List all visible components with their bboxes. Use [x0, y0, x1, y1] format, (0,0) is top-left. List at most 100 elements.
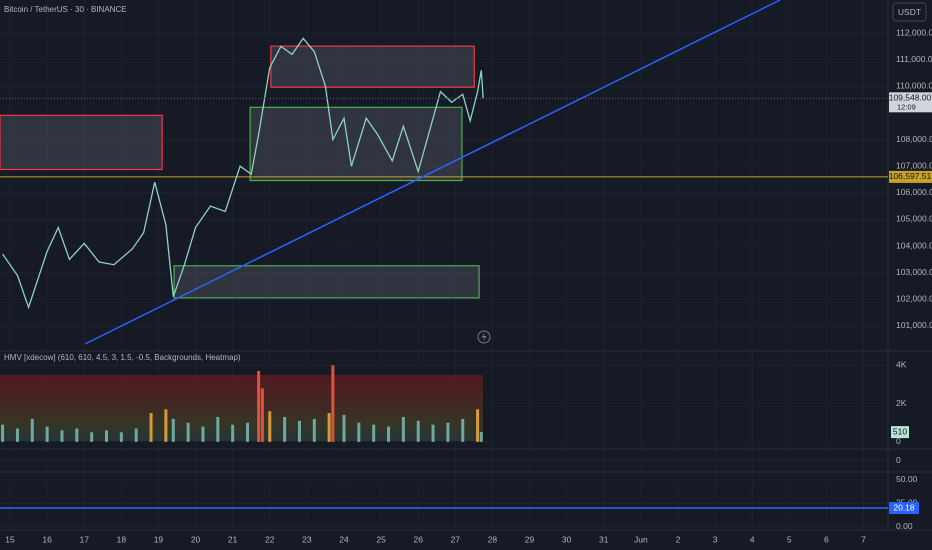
alert-icon-bolt	[481, 332, 487, 342]
volume-bar	[105, 430, 109, 442]
price-line-series	[2, 37, 484, 310]
volume-bar	[231, 424, 235, 442]
volume-bar	[15, 428, 19, 442]
x-tick-label: Jun	[634, 534, 648, 544]
last-value-label: 20.18	[893, 502, 915, 512]
volume-bar	[331, 365, 335, 442]
x-tick-label: 15	[5, 534, 15, 544]
y-tick-label: 4K	[896, 360, 907, 370]
x-tick-label: 4	[750, 534, 755, 544]
volume-bar	[1, 424, 5, 442]
y-tick-label: 108,000.00	[896, 134, 932, 144]
x-tick-label: 21	[228, 534, 238, 544]
last-value-tag	[889, 502, 919, 515]
volume-bar	[60, 430, 64, 442]
price-line-label: 106,597.51	[889, 171, 932, 181]
x-tick-label: 3	[713, 534, 718, 544]
x-tick-label: 25	[376, 534, 386, 544]
x-tick-label: 31	[599, 534, 609, 544]
volume-bar	[431, 424, 435, 442]
y-tick-label: 110,000.00	[896, 81, 932, 91]
last-value-tag	[891, 426, 909, 439]
y-tick-label: 0	[896, 455, 901, 465]
unit-button[interactable]	[892, 2, 927, 22]
volume-bar	[401, 416, 405, 442]
x-tick-label: 18	[117, 534, 127, 544]
volume-bar	[387, 426, 391, 442]
countdown-label: 12:09	[897, 102, 916, 111]
y-tick-label: 105,000.00	[896, 214, 932, 224]
x-tick-label: 29	[525, 534, 535, 544]
volume-bar	[297, 420, 301, 442]
last-price-tag	[889, 92, 932, 113]
volume-bar	[75, 428, 79, 442]
volume-bar	[327, 413, 331, 442]
heatmap-background	[0, 375, 483, 441]
volume-bar	[45, 426, 49, 442]
volume-bar	[283, 416, 287, 442]
unit-label[interactable]: USDT	[898, 7, 921, 17]
y-tick-label: 112,000.00	[896, 27, 932, 37]
zone-box	[0, 114, 163, 171]
x-tick-label: 26	[413, 534, 423, 544]
last-value-label: 510	[893, 426, 907, 436]
volume-bar	[416, 420, 420, 442]
volume-bar	[246, 422, 250, 442]
indicator-title: HMV [xdecow] (610, 610, 4.5, 3, 1.5, -0.…	[4, 353, 241, 362]
x-tick-label: 19	[154, 534, 164, 544]
zone-box	[270, 45, 475, 88]
x-tick-label: 2	[676, 534, 681, 544]
x-tick-label: 28	[488, 534, 498, 544]
x-tick-label: 22	[265, 534, 275, 544]
y-tick-label: 0	[896, 436, 901, 446]
x-tick-label: 20	[191, 534, 201, 544]
y-tick-label: 111,000.00	[896, 54, 932, 64]
y-tick-label: 101,000.00	[896, 320, 932, 330]
x-tick-label: 17	[80, 534, 90, 544]
volume-bar	[171, 418, 175, 442]
volume-bar	[257, 371, 261, 442]
y-tick-label: 103,000.00	[896, 267, 932, 277]
volume-bar	[201, 426, 205, 442]
y-tick-label: 106,000.00	[896, 187, 932, 197]
volume-bar	[342, 415, 346, 442]
volume-bar	[186, 422, 190, 442]
volume-bar	[260, 388, 264, 442]
trendline	[84, 0, 781, 345]
x-tick-label: 5	[787, 534, 792, 544]
volume-bar	[476, 409, 480, 442]
volume-bar	[268, 411, 272, 442]
last-price-label: 109,548.00	[889, 93, 932, 103]
zone-box	[249, 106, 463, 182]
volume-bar	[446, 422, 450, 442]
volume-bar	[90, 432, 94, 442]
x-tick-label: 7	[861, 534, 866, 544]
x-tick-label: 24	[339, 534, 349, 544]
volume-bar	[164, 409, 168, 442]
volume-bar	[30, 418, 34, 442]
y-tick-label: 102,000.00	[896, 294, 932, 304]
volume-bar	[372, 424, 376, 442]
y-tick-label: 107,000.00	[896, 160, 932, 170]
volume-bar	[119, 432, 123, 442]
volume-bar	[216, 416, 220, 442]
alert-icon[interactable]	[477, 330, 491, 344]
y-tick-label: 0.00	[896, 521, 913, 531]
volume-bar	[357, 422, 361, 442]
volume-bar	[134, 428, 138, 442]
y-tick-label: 104,000.00	[896, 240, 932, 250]
chart-title: Bitcoin / TetherUS · 30 · BINANCE	[4, 5, 127, 14]
volume-bar	[312, 418, 316, 442]
volume-bar	[149, 413, 153, 442]
x-tick-label: 6	[824, 534, 829, 544]
x-tick-label: 23	[302, 534, 312, 544]
volume-bar	[479, 432, 483, 442]
volume-bar	[461, 418, 465, 442]
y-tick-label: 50.00	[896, 474, 918, 484]
zone-box	[173, 265, 480, 299]
x-tick-label: 27	[451, 534, 461, 544]
price-line-tag	[889, 170, 932, 183]
y-tick-label: 2K	[896, 398, 907, 408]
